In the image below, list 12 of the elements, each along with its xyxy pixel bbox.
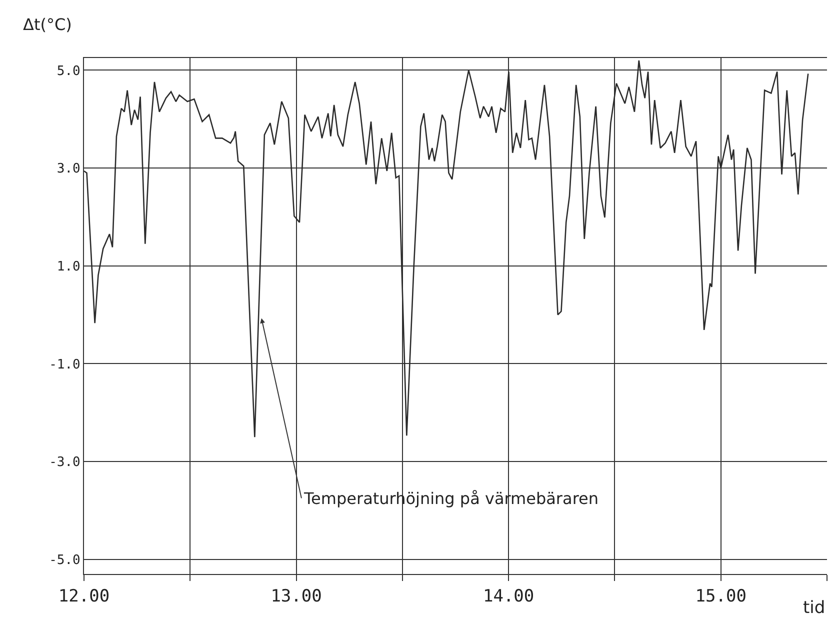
- y-tick-label: -5.0: [49, 552, 80, 568]
- y-tick-label: -3.0: [49, 455, 80, 470]
- y-tick-label: 3.0: [56, 162, 80, 177]
- x-tick-label: 13.00: [270, 586, 322, 606]
- x-axis-title: tid: [803, 598, 826, 618]
- y-tick-label: 1.0: [56, 259, 80, 274]
- y-tick-label: -1.0: [49, 357, 80, 372]
- x-tick-label: 15.00: [695, 586, 746, 606]
- y-tick-label: 5.0: [56, 64, 80, 79]
- x-tick-label: 14.00: [482, 586, 534, 606]
- x-tick-label: 12.00: [58, 586, 110, 606]
- y-axis-title: Δt(°C): [23, 15, 72, 34]
